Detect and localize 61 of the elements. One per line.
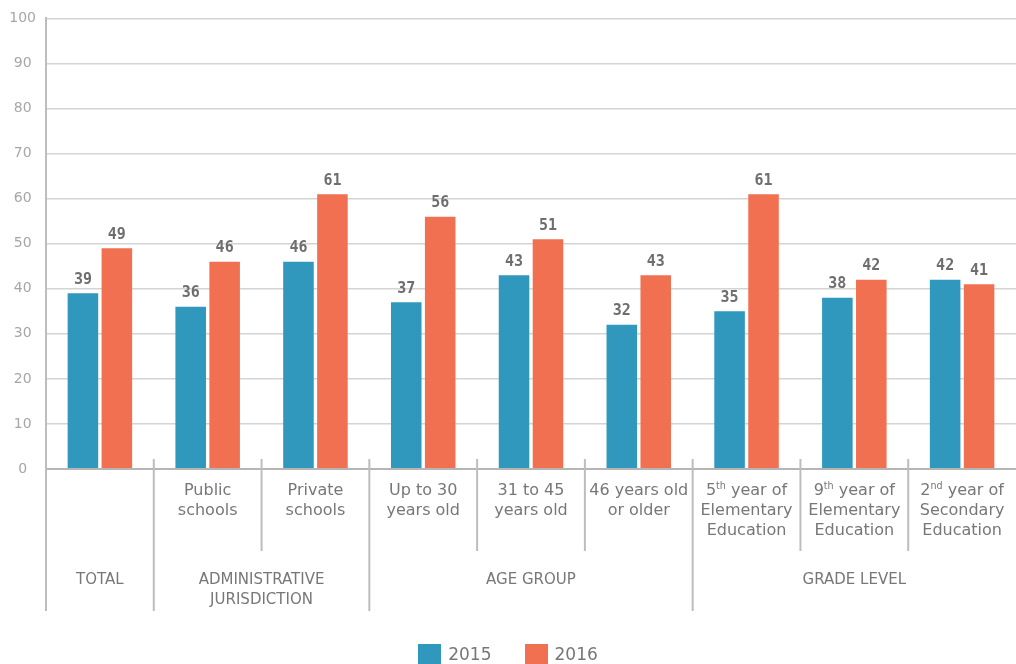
- bar: [209, 261, 240, 468]
- data-label: 35: [720, 287, 739, 306]
- data-label: 43: [504, 251, 524, 270]
- data-label: 37: [397, 278, 416, 297]
- y-tick-label: 10: [13, 414, 32, 431]
- y-tick-label: 100: [9, 9, 37, 26]
- bar: [424, 216, 456, 468]
- y-tick-label: 90: [13, 54, 32, 71]
- legend-label: 2016: [554, 644, 598, 664]
- text: ADMINISTRATIVE JURISDICTION: [197, 569, 326, 609]
- bar: [748, 194, 779, 468]
- x-tick-label: Up to 30 years old: [385, 480, 461, 520]
- legend-label: 2015: [448, 644, 492, 664]
- x-tick-label: 2$^{nd}$ year of Secondary Education: [918, 480, 1006, 540]
- bar: [929, 279, 961, 468]
- data-label: 56: [431, 193, 450, 212]
- x-tick-label: Public schools: [176, 480, 239, 520]
- data-label: 41: [970, 260, 989, 279]
- bar: [317, 194, 348, 468]
- data-label: 61: [323, 170, 342, 189]
- bar: [283, 261, 314, 468]
- y-tick-label: 30: [13, 324, 32, 341]
- y-tick-label: 80: [13, 99, 32, 116]
- y-tick-label: 0: [18, 459, 28, 476]
- y-tick-label: 20: [13, 369, 32, 386]
- y-tick-label: 50: [13, 234, 32, 251]
- data-label: 42: [936, 256, 955, 275]
- data-label: 39: [73, 269, 92, 288]
- bar: [822, 297, 853, 468]
- x-tick-label: 31 to 45 years old: [493, 480, 569, 520]
- data-label: 43: [646, 251, 665, 270]
- x-tick-label: Private schools: [284, 480, 347, 520]
- data-label: 49: [107, 224, 126, 243]
- bar: [963, 284, 995, 468]
- bar: [640, 275, 672, 468]
- bar: [175, 306, 206, 468]
- text: AGE GROUP: [485, 569, 577, 589]
- bar: [498, 275, 530, 468]
- x-tick-label: 9$^{th}$ year of Elementary Education: [807, 480, 902, 540]
- data-label: 46: [289, 238, 308, 257]
- data-label: 36: [181, 283, 200, 302]
- y-tick-label: 40: [13, 279, 32, 296]
- y-tick-label: 60: [13, 189, 32, 206]
- text: TOTAL: [75, 569, 125, 589]
- y-tick-label: 70: [13, 144, 32, 161]
- bar: [606, 324, 638, 468]
- data-label: 46: [215, 238, 234, 257]
- data-label: 61: [754, 170, 773, 189]
- bar: [532, 239, 564, 468]
- data-label: 38: [828, 274, 847, 293]
- x-tick-label: 5$^{th}$ year of Elementary Education: [699, 480, 794, 540]
- bar: [390, 302, 422, 468]
- text: GRADE LEVEL: [801, 569, 908, 589]
- data-label: 42: [862, 256, 881, 275]
- data-label: 51: [538, 215, 558, 234]
- bar: [714, 311, 745, 468]
- bar: [856, 279, 887, 468]
- bar: [101, 248, 133, 468]
- bar: [67, 293, 99, 468]
- x-tick-label: 46 years old or older: [588, 480, 690, 520]
- data-label: 32: [612, 301, 631, 320]
